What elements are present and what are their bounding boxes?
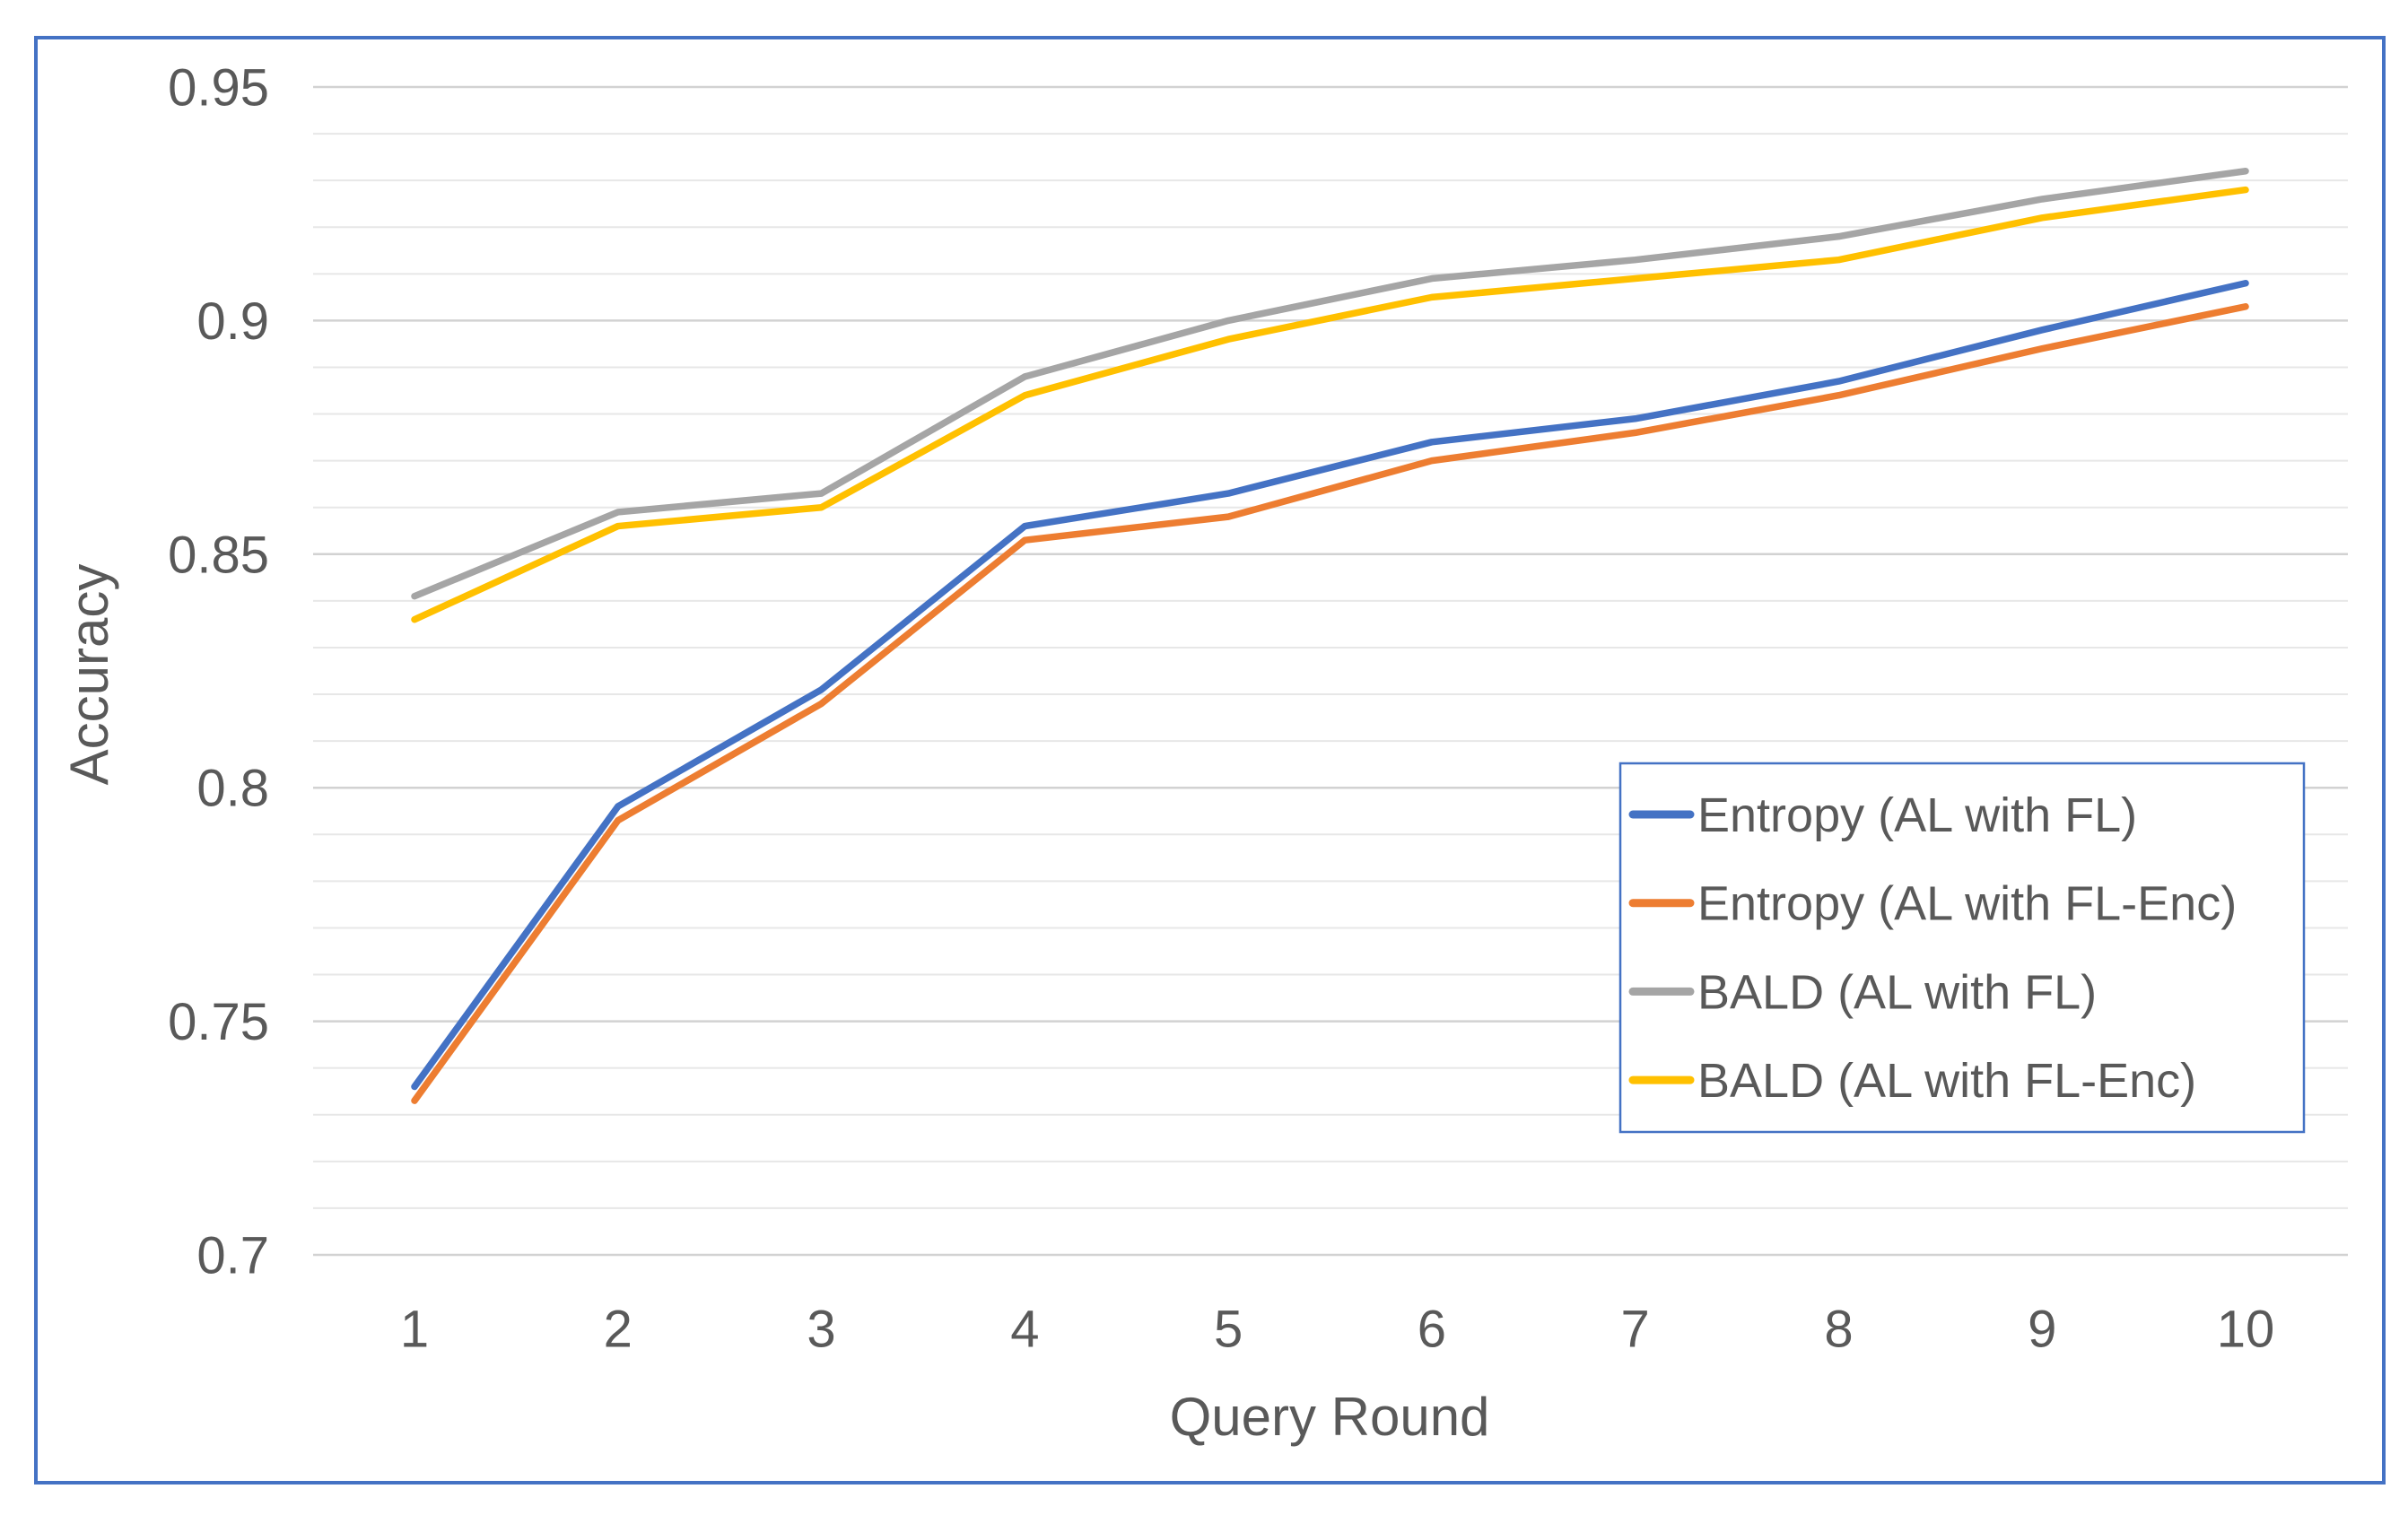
legend-box — [1618, 762, 2306, 1134]
y-tick-label: 0.75 — [168, 993, 269, 1051]
series-line-entropy-al-with-fl — [411, 279, 2249, 1091]
data-series-lines — [411, 167, 2249, 1104]
x-tick-label: 8 — [1824, 1301, 1853, 1359]
series-line-entropy-al-with-fl-enc — [411, 303, 2249, 1104]
x-tick-label: 4 — [1010, 1301, 1039, 1359]
x-tick-label: 9 — [2028, 1301, 2056, 1359]
x-tick-label: 5 — [1214, 1301, 1243, 1359]
legend-item-label: BALD (AL with FL) — [1697, 965, 2097, 1019]
y-tick-label: 0.95 — [168, 59, 269, 118]
series-line-bald-al-with-fl-enc — [411, 186, 2249, 623]
y-tick-label: 0.85 — [168, 526, 269, 584]
legend-item-label: Entropy (AL with FL-Enc) — [1697, 877, 2237, 931]
series-line-bald-al-with-fl — [411, 167, 2249, 600]
x-tick-label: 2 — [604, 1301, 633, 1359]
legend-item-label: Entropy (AL with FL) — [1697, 788, 2137, 842]
x-tick-label: 7 — [1621, 1301, 1650, 1359]
x-axis-tick-labels: 1 2 3 4 5 6 7 8 9 10 — [400, 1301, 2274, 1359]
legend-item-label: BALD (AL with FL-Enc) — [1697, 1054, 2196, 1108]
legend: Entropy (AL with FL) Entropy (AL with FL-… — [1618, 762, 2306, 1134]
chart-outer-border — [34, 36, 2386, 1485]
y-axis-title: Accuracy — [59, 564, 119, 786]
y-axis-tick-labels: 0.95 0.9 0.85 0.8 0.75 0.7 — [168, 59, 269, 1285]
y-tick-label: 0.7 — [196, 1227, 269, 1285]
y-tick-label: 0.9 — [196, 292, 269, 351]
x-tick-label: 3 — [807, 1301, 835, 1359]
x-tick-label: 6 — [1418, 1301, 1446, 1359]
x-axis-title: Query Round — [1170, 1387, 1490, 1447]
x-tick-label: 10 — [2217, 1301, 2275, 1359]
y-tick-label: 0.8 — [196, 760, 269, 818]
x-tick-label: 1 — [400, 1301, 429, 1359]
